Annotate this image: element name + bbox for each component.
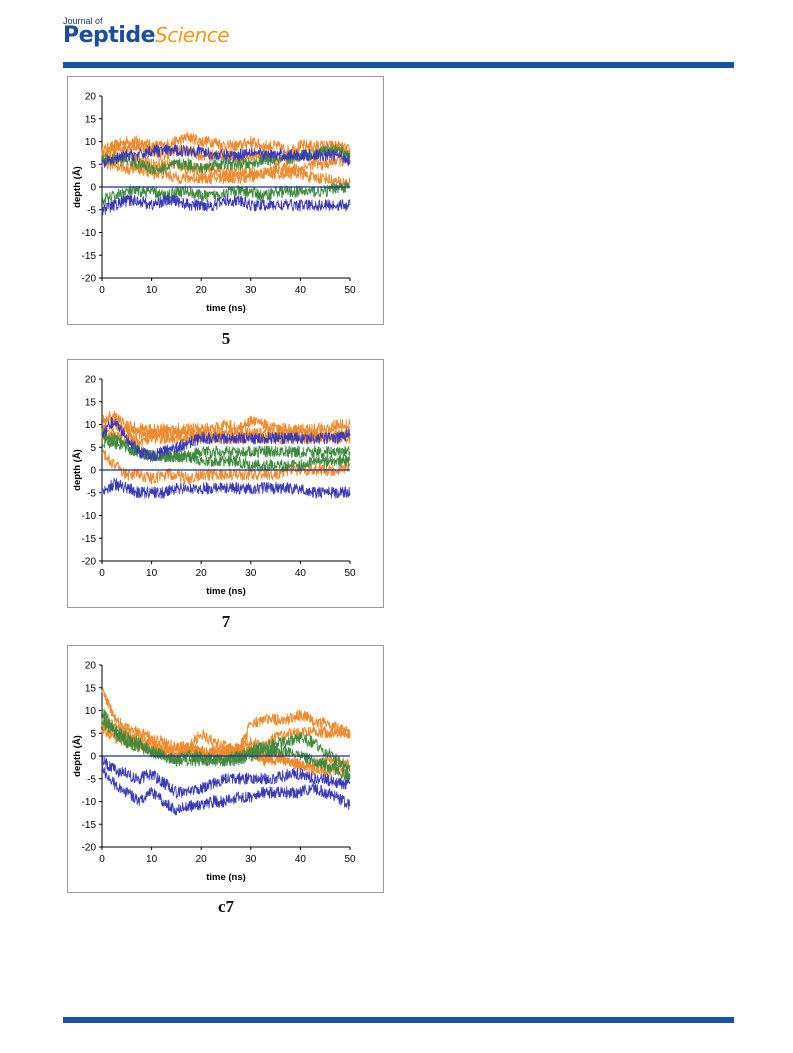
series-line-blue-7 [101,416,351,462]
series-line-blue-8 [101,194,351,216]
y-tick-label: -10 [82,797,97,808]
y-tick-label: 15 [85,397,97,408]
x-tick-label: 10 [146,568,158,579]
series-line-green-5 [101,428,351,463]
y-tick-label: 10 [85,706,97,717]
journal-name: PeptideScience [63,23,230,48]
y-tick-label: 15 [85,683,97,694]
y-tick-label: 0 [90,183,96,194]
chart-panel-3: 20 15 10 5 0 -5 -10 -15 -20 0 10 20 30 40 50 time (ns) d… [67,645,384,893]
y-tick-label: 15 [85,114,97,125]
x-tick-label: 0 [99,285,105,296]
y-tick-label: 20 [85,661,97,672]
y-axis-title: depth (Å) [72,735,83,777]
header-rule [63,62,734,68]
x-tick-label: 50 [344,568,356,579]
series-line-blue-8 [101,477,351,500]
y-tick-label: -15 [82,251,97,262]
x-axis-title: time (ns) [206,303,246,314]
x-tick-label: 50 [344,854,356,865]
chart-caption-2: 7 [221,612,231,631]
x-tick-label: 40 [295,854,307,865]
y-tick-label: -10 [82,228,97,239]
x-tick-label: 40 [295,568,307,579]
x-tick-label: 0 [99,568,105,579]
series-line-blue-8 [101,764,351,816]
x-tick-label: 30 [245,285,257,296]
x-tick-label: 20 [196,568,208,579]
x-tick-label: 40 [295,285,307,296]
y-tick-label: 5 [90,443,96,454]
series-line-blue-7 [101,755,351,799]
y-tick-label: 10 [85,420,97,431]
series-line-blue-7 [101,144,351,168]
y-axis-title: depth (Å) [72,449,83,491]
x-tick-label: 10 [146,285,158,296]
x-tick-label: 50 [344,285,356,296]
chart-panel-2: 20 15 10 5 0 -5 -10 -15 -20 0 10 20 30 40 50 time (ns) d… [67,359,384,608]
series-line-green-6 [101,180,351,206]
y-tick-label: 0 [90,752,96,763]
series-line-orange-2 [101,418,351,440]
y-tick-label: -10 [82,511,97,522]
journal-of-label: Journal of [63,16,103,26]
y-tick-label: 20 [85,92,97,103]
y-tick-label: -15 [82,534,97,545]
y-tick-label: 5 [90,160,96,171]
series-line-green-6 [101,436,351,472]
y-tick-label: -20 [82,843,97,854]
footer-rule [63,1017,734,1023]
journal-name-peptide: Peptide [63,23,156,48]
y-tick-label: 5 [90,729,96,740]
series-line-green-6 [101,717,351,782]
y-tick-label: -20 [82,274,97,285]
y-tick-label: -5 [87,488,96,499]
x-tick-label: 0 [99,854,105,865]
chart-caption-1: 5 [221,329,231,348]
y-axis-title: depth (Å) [72,166,83,208]
x-axis-title: time (ns) [206,586,246,597]
y-tick-label: -20 [82,557,97,568]
chart-panel-1: 20 15 10 5 0 -5 -10 -15 -20 0 10 20 30 40 50 time (ns) d… [67,76,384,325]
y-tick-label: 20 [85,375,97,386]
y-tick-label: 10 [85,137,97,148]
x-axis-title: time (ns) [206,872,246,883]
x-tick-label: 20 [196,285,208,296]
journal-name-science: Science [155,23,230,47]
series-line-orange-4 [101,158,351,188]
y-tick-label: 0 [90,466,96,477]
y-tick-label: -5 [87,774,96,785]
x-tick-label: 10 [146,854,158,865]
x-tick-label: 30 [245,854,257,865]
y-tick-label: -5 [87,205,96,216]
x-tick-label: 30 [245,568,257,579]
y-tick-label: -15 [82,820,97,831]
x-tick-label: 20 [196,854,208,865]
chart-caption-3: c7 [217,897,235,916]
